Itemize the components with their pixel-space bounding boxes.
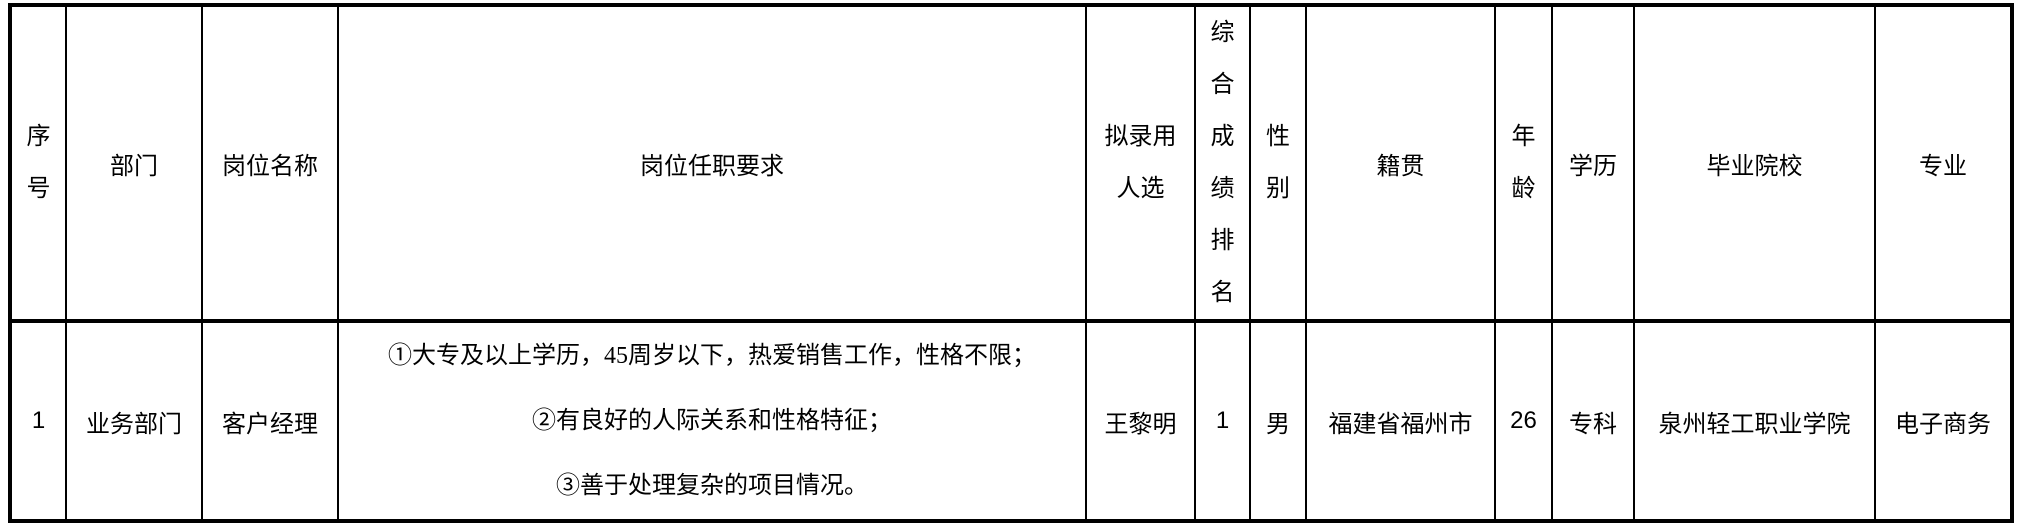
header-candidate-line: 拟录用 [1104, 124, 1177, 150]
header-origin: 籍贯 [1305, 4, 1496, 323]
cell-requirements: ①大专及以上学历，45周岁以下，热爱销售工作，性格不限； ②有良好的人际关系和性… [337, 320, 1087, 522]
header-candidate-line: 人选 [1116, 176, 1165, 202]
header-age-char: 龄 [1511, 176, 1536, 202]
header-rank-char: 成 [1210, 124, 1235, 150]
header-rank-char: 名 [1210, 280, 1235, 306]
requirement-line: ①大专及以上学历，45周岁以下，热爱销售工作，性格不限； [388, 342, 1036, 369]
table-row: 1 业务部门 客户经理 ①大专及以上学历，45周岁以下，热爱销售工作，性格不限；… [9, 320, 2013, 522]
header-seq: 序号 [9, 4, 67, 323]
cell-candidate: 王黎明 [1085, 320, 1196, 522]
header-seq-char: 号 [26, 176, 51, 202]
header-age-char: 年 [1511, 124, 1536, 150]
header-rank-char: 绩 [1210, 176, 1235, 202]
candidate-table: 序号 部门 岗位名称 岗位任职要求 拟录用人选 综 合 成 绩 排 名 性别 籍… [8, 3, 2014, 523]
header-seq-char: 序 [26, 124, 51, 150]
cell-position: 客户经理 [201, 320, 339, 522]
header-age: 年龄 [1494, 4, 1553, 323]
cell-seq: 1 [9, 320, 67, 522]
cell-age: 26 [1494, 320, 1553, 522]
requirement-line: ③善于处理复杂的项目情况。 [556, 472, 868, 499]
cell-dept: 业务部门 [65, 320, 203, 522]
header-gender-char: 别 [1266, 176, 1290, 202]
cell-gender: 男 [1249, 320, 1307, 522]
header-school: 毕业院校 [1633, 4, 1876, 323]
header-rank: 综 合 成 绩 排 名 [1194, 4, 1251, 323]
header-requirements: 岗位任职要求 [337, 4, 1087, 323]
header-position: 岗位名称 [201, 4, 339, 323]
header-row: 序号 部门 岗位名称 岗位任职要求 拟录用人选 综 合 成 绩 排 名 性别 籍… [9, 4, 2013, 323]
header-rank-char: 综 [1210, 20, 1235, 46]
header-gender: 性别 [1249, 4, 1307, 323]
requirement-line: ②有良好的人际关系和性格特征； [532, 407, 892, 434]
header-major: 专业 [1874, 4, 2013, 323]
cell-education: 专科 [1551, 320, 1635, 522]
cell-major: 电子商务 [1874, 320, 2013, 522]
cell-origin: 福建省福州市 [1305, 320, 1496, 522]
header-candidate: 拟录用 人选 [1085, 4, 1196, 323]
cell-school: 泉州轻工职业学院 [1633, 320, 1876, 522]
header-dept: 部门 [65, 4, 203, 323]
header-gender-char: 性 [1266, 124, 1290, 150]
cell-rank: 1 [1194, 320, 1251, 522]
header-education: 学历 [1551, 4, 1635, 323]
header-rank-char: 合 [1210, 72, 1235, 98]
header-rank-char: 排 [1210, 228, 1235, 254]
